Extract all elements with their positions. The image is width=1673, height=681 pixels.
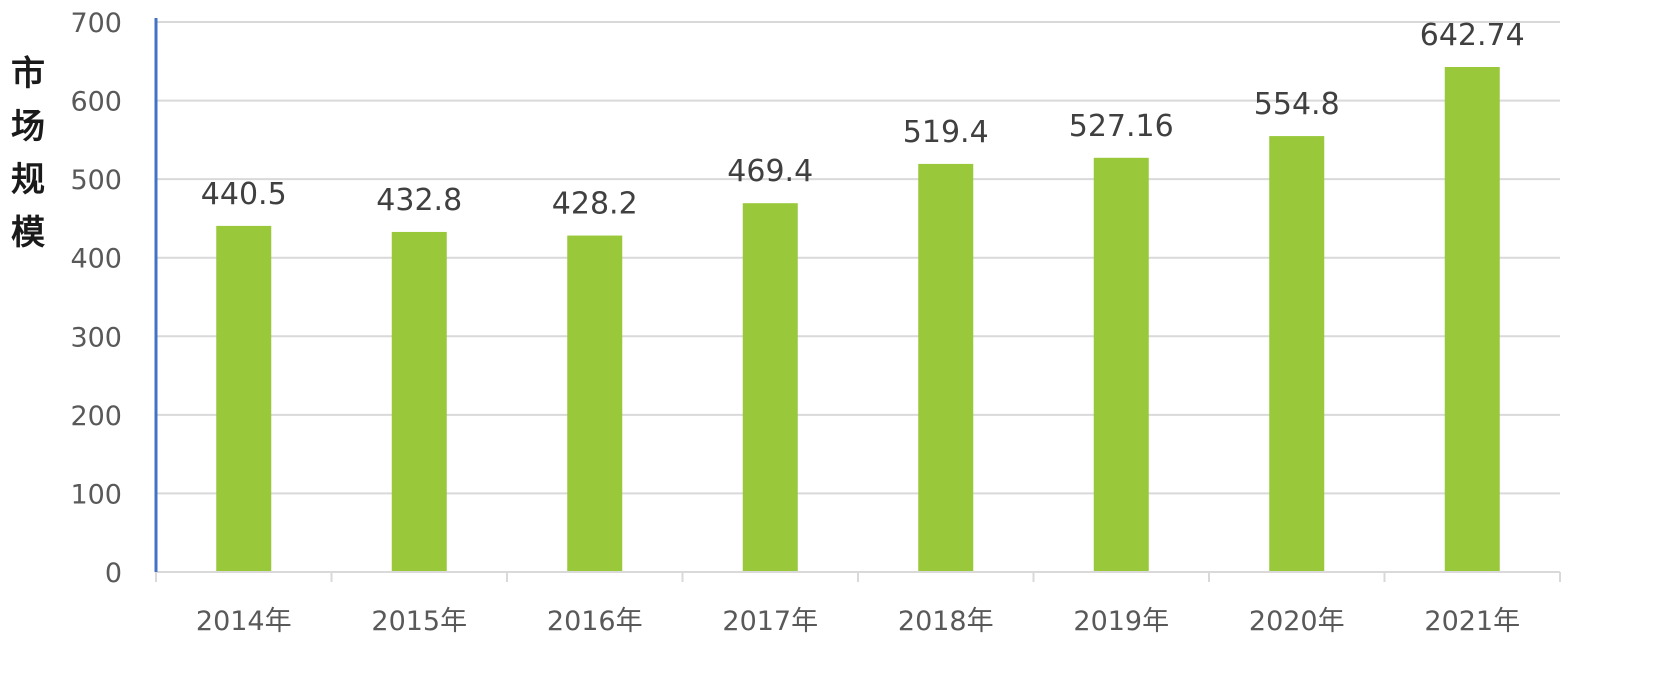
y-axis-title-char: 模 [11,213,45,253]
bar-2015 [391,231,447,572]
bar-2017 [742,203,798,572]
x-tick-label: 2014年 [196,606,292,637]
data-label: 642.74 [1420,18,1525,53]
gridlines [156,21,1560,495]
data-label: 554.8 [1254,87,1340,122]
bar-2016 [567,235,623,573]
y-tick-labels: 0 100 200 300 400 500 600 700 [70,8,122,589]
data-label: 519.4 [903,115,989,150]
y-axis-title-char: 场 [11,107,45,147]
y-axis-title-char: 市 [11,54,45,94]
y-axis-title-char: 规 [11,160,45,200]
x-tick-label: 2015年 [371,606,467,637]
y-tick-label: 200 [70,401,122,432]
bar-2019 [1093,157,1149,572]
data-label: 469.4 [727,154,813,189]
data-labels: 440.5 432.8 428.2 469.4 519.4 527.16 554.8 642.… [201,18,1525,222]
x-tick-label: 2019年 [1073,606,1169,637]
y-tick-label: 700 [70,8,122,39]
bars [216,66,1500,573]
bar-2014 [216,225,272,572]
y-tick-label: 0 [105,558,122,589]
axes [154,18,1561,582]
data-label: 527.16 [1069,109,1174,144]
data-label: 428.2 [552,187,638,222]
y-tick-label: 600 [70,87,122,118]
data-label: 440.5 [201,177,287,212]
x-tick-label: 2021年 [1424,606,1520,637]
x-tick-label: 2018年 [898,606,994,637]
y-tick-label: 500 [70,165,122,196]
x-tick-label: 2017年 [722,606,818,637]
bar-2018 [918,163,974,572]
data-label: 432.8 [376,183,462,218]
y-tick-label: 300 [70,322,122,353]
bar-2020 [1269,136,1325,573]
x-tick-label: 2016年 [547,606,643,637]
x-tick-label: 2020年 [1249,606,1345,637]
y-tick-label: 400 [70,244,122,275]
x-tick-labels: 2014年 2015年 2016年 2017年 2018年 2019年 2020年 2021年 [196,606,1520,637]
y-tick-label: 100 [70,479,122,510]
bar-2021 [1444,66,1500,573]
